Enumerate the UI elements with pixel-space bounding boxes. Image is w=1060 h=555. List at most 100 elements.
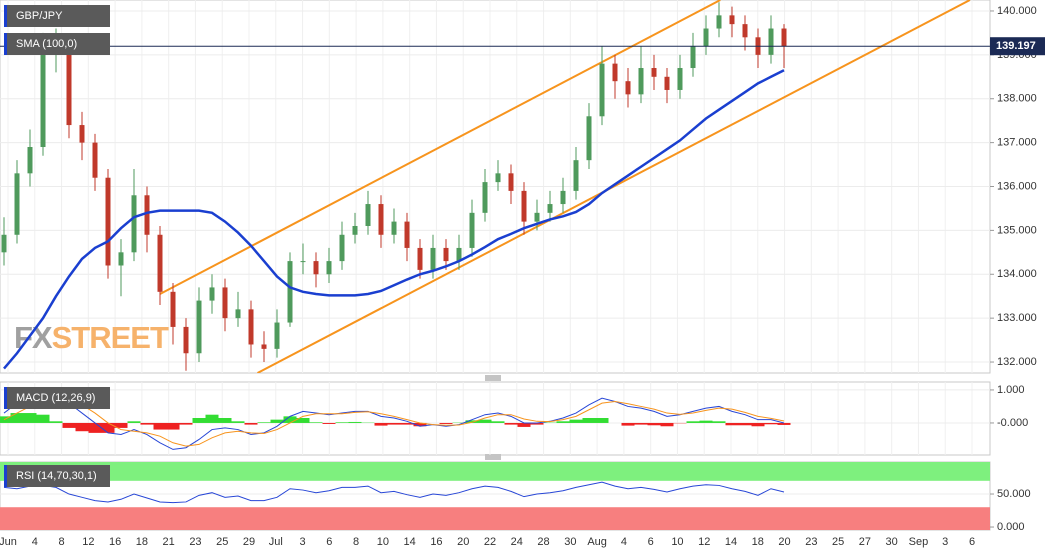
candle-body (378, 204, 384, 235)
candle-body (638, 68, 644, 95)
histogram-bar (751, 422, 765, 427)
candle-body (170, 291, 176, 327)
histogram-bar (309, 422, 323, 423)
trend-line (159, 0, 721, 295)
candle-body (14, 173, 20, 235)
histogram-bar (582, 418, 596, 423)
y-tick-label: -0.000 (997, 417, 1028, 429)
histogram-bar (218, 418, 232, 423)
x-tick-label: 23 (805, 536, 817, 548)
candle-body (261, 344, 267, 349)
histogram-bar (764, 422, 778, 425)
legend-box (4, 387, 110, 409)
histogram-bar (75, 422, 89, 432)
histogram-bar (374, 422, 388, 426)
candle-body (469, 212, 475, 248)
oversold-band (0, 507, 990, 530)
x-tick-label: Aug (587, 536, 607, 548)
histogram-bar (166, 422, 180, 430)
legend-label: GBP/JPY (16, 10, 63, 22)
candle-body (547, 204, 553, 213)
histogram-bar (465, 420, 479, 423)
histogram-bar (777, 422, 791, 425)
candle-body (677, 68, 683, 90)
histogram-bar (322, 422, 336, 424)
histogram-bar (413, 422, 427, 427)
histogram-bar (192, 418, 206, 423)
legend-label: RSI (14,70,30,1) (16, 470, 97, 482)
histogram-bar (699, 420, 713, 423)
resize-handle[interactable] (485, 375, 501, 381)
candle-body (482, 182, 488, 213)
x-tick-label: 21 (163, 536, 175, 548)
x-tick-label: 14 (725, 536, 737, 548)
legend-box (4, 33, 110, 55)
y-tick-label: 135.000 (997, 224, 1037, 236)
candle-body (508, 173, 514, 191)
x-tick-label: 25 (832, 536, 844, 548)
y-tick-label: 137.000 (997, 137, 1037, 149)
x-tick-label: 30 (886, 536, 898, 548)
histogram-bar (36, 414, 50, 423)
histogram-bar (439, 422, 453, 424)
x-tick-label: 14 (404, 536, 416, 548)
candle-body (105, 177, 111, 266)
histogram-bar (686, 421, 700, 423)
y-tick-label: 134.000 (997, 268, 1037, 280)
histogram-bar (556, 421, 570, 423)
candle-body (118, 252, 124, 266)
candle-body (625, 81, 631, 95)
candle-body (235, 309, 241, 319)
x-tick-label: 27 (859, 536, 871, 548)
histogram-bar (140, 422, 154, 425)
sma-line (3, 69, 785, 370)
x-tick-label: 30 (564, 536, 576, 548)
candle-body (664, 76, 670, 90)
x-tick-label: 4 (621, 536, 627, 548)
x-tick-label: 23 (189, 536, 201, 548)
histogram-bar (153, 422, 167, 430)
histogram-bar (257, 422, 271, 423)
x-tick-label: 4 (32, 536, 38, 548)
histogram-bar (530, 422, 544, 425)
histogram-bar (0, 416, 11, 423)
x-tick-label: 6 (969, 536, 975, 548)
candle-body (1, 234, 7, 253)
histogram-bar (647, 422, 661, 426)
histogram-bar (387, 422, 401, 425)
histogram-bar (595, 418, 609, 423)
candle-body (131, 195, 137, 253)
histogram-bar (296, 418, 310, 423)
histogram-bar (127, 421, 141, 423)
x-tick-label: 20 (457, 536, 469, 548)
candle-body (495, 173, 501, 183)
candle-body (560, 190, 566, 205)
histogram-bar (491, 421, 505, 423)
legend-marker (4, 33, 7, 55)
y-tick-label: 1.000 (997, 384, 1025, 396)
x-tick-label: 24 (511, 536, 523, 548)
histogram-bar (725, 422, 739, 426)
candle-body (313, 261, 319, 275)
candle-body (365, 204, 371, 226)
candle-body (586, 116, 592, 161)
legend-marker (4, 465, 7, 487)
candle-body (651, 68, 657, 77)
candle-body (222, 287, 228, 319)
x-tick-label: 22 (484, 536, 496, 548)
histogram-bar (62, 422, 76, 428)
candle-body (612, 63, 618, 82)
y-tick-label: 132.000 (997, 356, 1037, 368)
y-tick-label: 0.000 (997, 521, 1025, 533)
candle-body (729, 15, 735, 25)
y-tick-label: 133.000 (997, 312, 1037, 324)
resize-handle[interactable] (485, 454, 501, 460)
candle-body (352, 225, 358, 235)
histogram-bar (660, 422, 674, 427)
candle-body (157, 234, 163, 292)
candle-body (430, 247, 436, 270)
candle-body (209, 287, 215, 301)
x-tick-label: 18 (136, 536, 148, 548)
histogram-bar (348, 421, 362, 423)
